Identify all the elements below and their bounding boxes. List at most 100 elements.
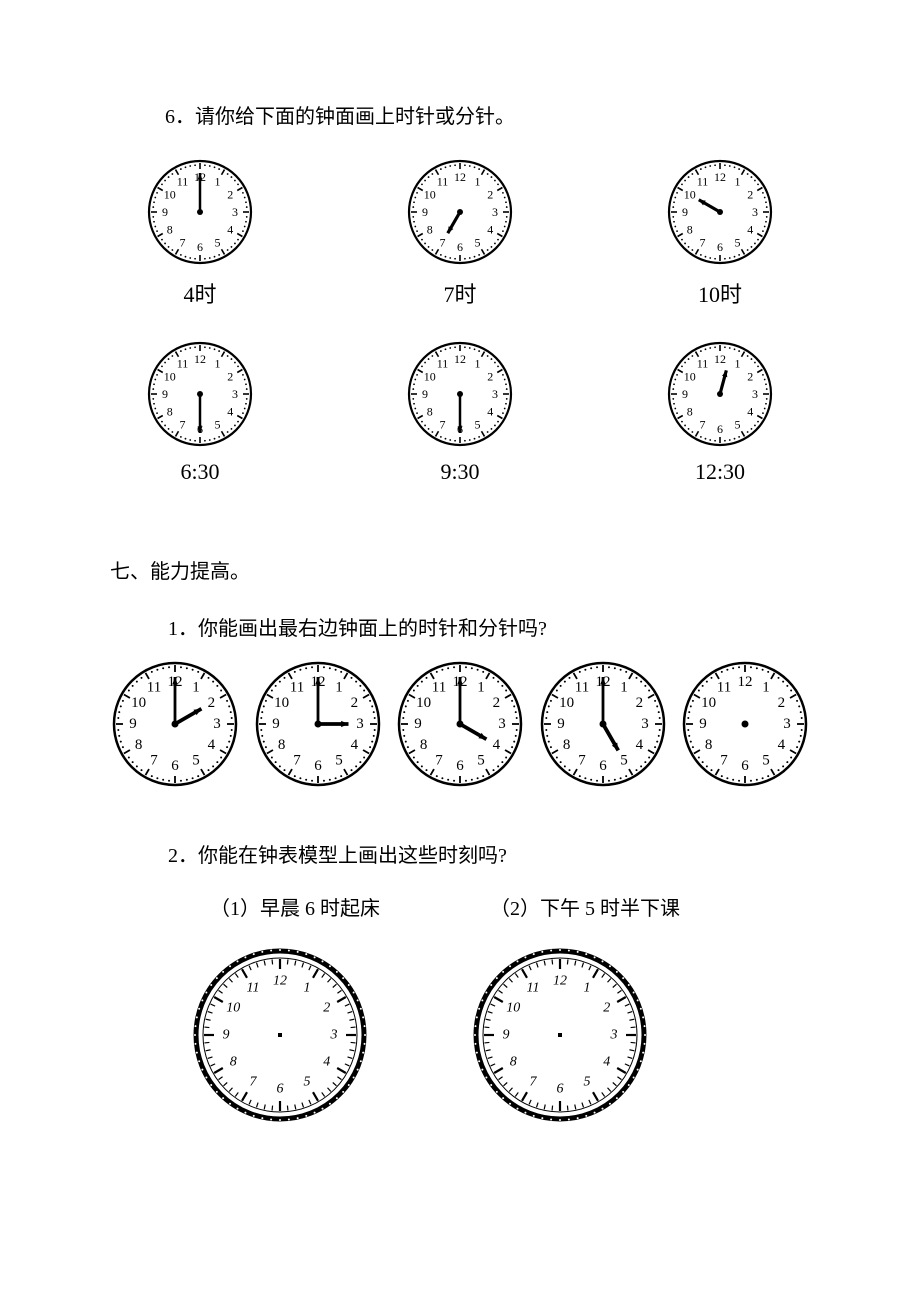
svg-text:12: 12 <box>194 352 206 366</box>
svg-text:7: 7 <box>440 235 446 249</box>
svg-text:4: 4 <box>493 737 501 753</box>
svg-text:9: 9 <box>162 387 168 401</box>
svg-text:4: 4 <box>778 737 786 753</box>
svg-text:10: 10 <box>559 695 574 711</box>
svg-text:5: 5 <box>192 752 200 768</box>
svg-text:6: 6 <box>557 1082 564 1097</box>
clock-label: 12:30 <box>695 459 745 485</box>
svg-text:7: 7 <box>180 235 186 249</box>
svg-text:4: 4 <box>747 223 753 237</box>
svg-text:5: 5 <box>475 417 481 431</box>
svg-text:12: 12 <box>553 974 567 989</box>
clock-face-2oclock: 121234567891011 <box>110 659 240 789</box>
svg-text:6: 6 <box>717 240 723 254</box>
svg-text:6: 6 <box>457 240 463 254</box>
svg-text:5: 5 <box>215 417 221 431</box>
svg-text:3: 3 <box>492 387 498 401</box>
svg-text:12: 12 <box>454 352 466 366</box>
svg-text:8: 8 <box>230 1055 237 1070</box>
svg-text:7: 7 <box>700 417 706 431</box>
svg-text:8: 8 <box>167 405 173 419</box>
svg-text:2: 2 <box>747 370 753 384</box>
clock-label: 7时 <box>443 277 476 309</box>
svg-text:11: 11 <box>247 981 260 996</box>
svg-text:9: 9 <box>223 1028 230 1043</box>
svg-text:8: 8 <box>562 737 570 753</box>
svg-text:1: 1 <box>735 357 741 371</box>
svg-text:11: 11 <box>717 680 731 696</box>
svg-text:2: 2 <box>323 1001 330 1016</box>
svg-text:6: 6 <box>717 422 723 436</box>
svg-text:9: 9 <box>272 716 280 732</box>
svg-text:3: 3 <box>641 716 649 732</box>
svg-text:8: 8 <box>687 223 693 237</box>
svg-text:3: 3 <box>752 205 758 219</box>
svg-text:1: 1 <box>584 981 591 996</box>
svg-text:7: 7 <box>150 752 158 768</box>
fancy-clock-1: 121234567891011 <box>190 945 370 1125</box>
svg-text:7: 7 <box>435 752 443 768</box>
svg-text:10: 10 <box>274 695 289 711</box>
svg-text:7: 7 <box>720 752 728 768</box>
svg-text:9: 9 <box>682 387 688 401</box>
q71-clock-row: 121234567891011 121234567891011 12123456… <box>110 659 810 789</box>
svg-text:3: 3 <box>610 1028 618 1043</box>
svg-text:7: 7 <box>293 752 301 768</box>
clock-cell: 121234567891011 12:30 <box>630 339 810 485</box>
svg-text:7: 7 <box>700 235 706 249</box>
svg-text:6: 6 <box>456 758 464 774</box>
svg-text:10: 10 <box>424 370 436 384</box>
svg-text:2: 2 <box>493 695 501 711</box>
svg-text:11: 11 <box>437 175 449 189</box>
svg-text:3: 3 <box>752 387 758 401</box>
svg-text:9: 9 <box>422 387 428 401</box>
svg-text:11: 11 <box>289 680 303 696</box>
svg-text:1: 1 <box>475 175 481 189</box>
section-7-title: 七、能力提高。 <box>110 555 810 584</box>
svg-text:10: 10 <box>416 695 431 711</box>
svg-text:4: 4 <box>603 1055 610 1070</box>
q72-sub-row: （1）早晨 6 时起床 （2）下午 5 时半下课 <box>210 892 810 921</box>
svg-text:12: 12 <box>454 170 466 184</box>
svg-text:5: 5 <box>620 752 628 768</box>
svg-text:11: 11 <box>432 680 446 696</box>
svg-text:12: 12 <box>273 974 287 989</box>
svg-text:8: 8 <box>167 223 173 237</box>
svg-text:11: 11 <box>437 357 449 371</box>
svg-text:9: 9 <box>414 716 422 732</box>
svg-text:9: 9 <box>503 1028 510 1043</box>
svg-text:5: 5 <box>584 1074 591 1089</box>
svg-text:7: 7 <box>530 1074 538 1089</box>
svg-text:10: 10 <box>684 370 696 384</box>
clock-face-4: 121234567891011 <box>145 157 255 267</box>
clock-label: 6:30 <box>180 459 219 485</box>
svg-text:6: 6 <box>277 1082 284 1097</box>
q6-row-1: 121234567891011 4时 121234567891011 7时 12… <box>110 157 810 309</box>
svg-text:9: 9 <box>682 205 688 219</box>
svg-text:7: 7 <box>440 417 446 431</box>
svg-text:5: 5 <box>735 235 741 249</box>
q72-clock-row: 121234567891011 121234567891011 <box>190 945 810 1125</box>
fancy-clock-2: 121234567891011 <box>470 945 650 1125</box>
clock-face-4oclock: 121234567891011 <box>395 659 525 789</box>
svg-text:3: 3 <box>330 1028 338 1043</box>
svg-text:3: 3 <box>783 716 791 732</box>
svg-text:2: 2 <box>208 695 216 711</box>
svg-text:4: 4 <box>227 223 233 237</box>
svg-text:8: 8 <box>427 405 433 419</box>
svg-text:2: 2 <box>603 1001 610 1016</box>
svg-text:5: 5 <box>735 417 741 431</box>
svg-text:10: 10 <box>164 188 176 202</box>
svg-text:1: 1 <box>192 680 200 696</box>
svg-text:10: 10 <box>164 370 176 384</box>
svg-text:7: 7 <box>578 752 586 768</box>
svg-text:4: 4 <box>747 405 753 419</box>
svg-text:9: 9 <box>129 716 137 732</box>
svg-text:6: 6 <box>171 758 179 774</box>
svg-text:9: 9 <box>162 205 168 219</box>
question-6-text: 6．请你给下面的钟面画上时针或分针。 <box>165 100 810 129</box>
svg-text:1: 1 <box>735 175 741 189</box>
clock-face-3oclock: 121234567891011 <box>253 659 383 789</box>
svg-text:5: 5 <box>304 1074 311 1089</box>
svg-text:12: 12 <box>714 170 726 184</box>
